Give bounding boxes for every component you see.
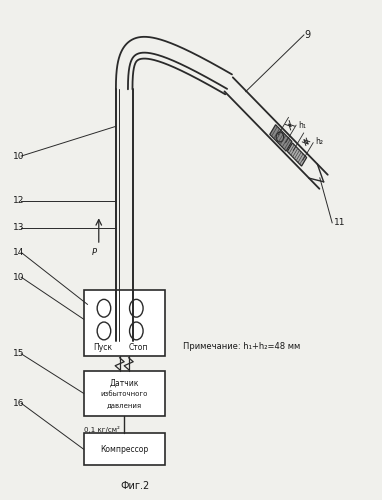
Text: Компрессор: Компрессор [100,444,148,454]
Text: 15: 15 [13,350,25,358]
Text: 11: 11 [334,218,346,228]
Text: 10: 10 [13,152,25,160]
Text: избыточного: избыточного [100,392,148,398]
Text: 0,1 кг/см²: 0,1 кг/см² [84,426,120,433]
Text: давления: давления [107,402,142,408]
Text: 13: 13 [13,223,25,232]
Polygon shape [270,124,292,151]
Polygon shape [287,143,307,166]
Text: 12: 12 [13,196,25,205]
Text: Стоп: Стоп [128,343,147,352]
Text: Примечание: h₁+h₂=48 мм: Примечание: h₁+h₂=48 мм [183,342,301,351]
Text: Фиг.2: Фиг.2 [120,482,149,492]
Text: Датчик: Датчик [109,379,139,388]
Bar [84,433,165,465]
Text: P: P [92,248,97,257]
Text: 10: 10 [13,272,25,281]
Bar [84,290,165,356]
Text: 16: 16 [13,399,25,408]
Text: 9: 9 [304,30,310,40]
Text: h₂: h₂ [315,138,323,146]
Text: 14: 14 [13,248,25,257]
Text: h₁: h₁ [298,121,306,130]
Bar [84,371,165,416]
Text: Пуск: Пуск [93,343,112,352]
